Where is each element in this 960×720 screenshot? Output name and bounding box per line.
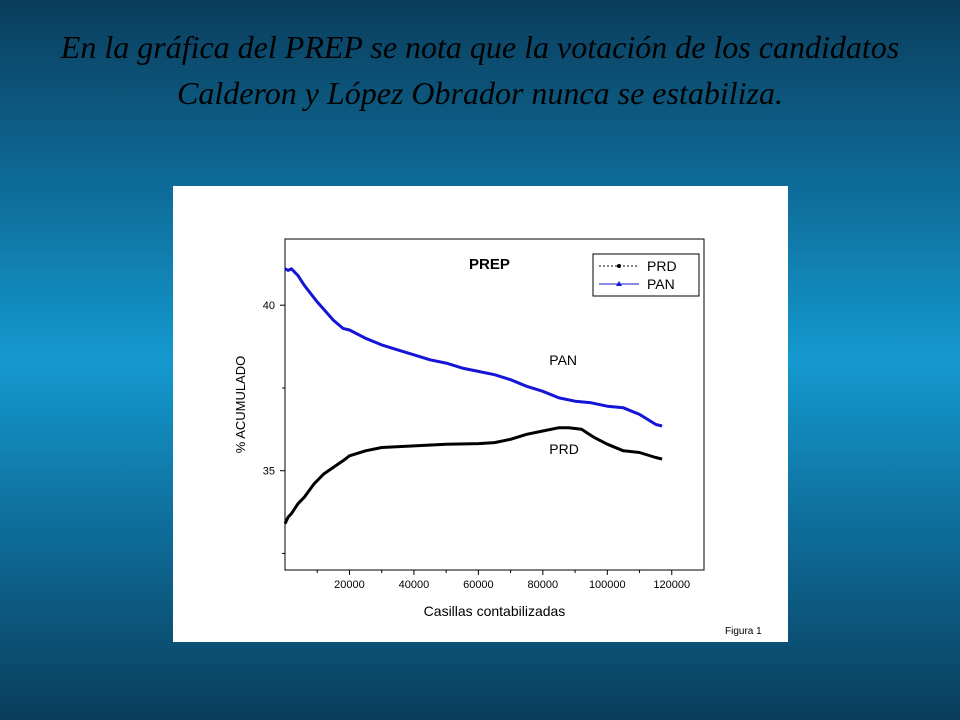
figure-caption: Figura 1 bbox=[725, 626, 762, 637]
x-tick-label: 20000 bbox=[334, 579, 365, 591]
prep-chart: 20000 40000 60000 80000 100000 120000 35 40 Casi… bbox=[233, 238, 762, 637]
x-tick-label: 40000 bbox=[399, 579, 430, 591]
annotation-prd: PRD bbox=[549, 441, 579, 457]
chart-title: PREP bbox=[469, 256, 510, 273]
prd-series-line bbox=[283, 426, 663, 525]
slide-title: En la gráfica del PREP se nota que la vo… bbox=[60, 29, 900, 111]
y-tick-label: 35 bbox=[263, 466, 275, 478]
legend-label-prd: PRD bbox=[647, 258, 677, 274]
y-axis-label: % ACUMULADO bbox=[233, 356, 248, 454]
legend-marker-pan bbox=[616, 281, 622, 286]
annotation-pan: PAN bbox=[549, 352, 577, 368]
x-tick-label: 120000 bbox=[653, 579, 690, 591]
x-axis-label: Casillas contabilizadas bbox=[424, 603, 566, 619]
legend-label-pan: PAN bbox=[647, 276, 675, 292]
x-tick-label: 60000 bbox=[463, 579, 494, 591]
x-tick-label: 80000 bbox=[528, 579, 559, 591]
x-tick-label: 100000 bbox=[589, 579, 626, 591]
plot-frame bbox=[284, 238, 705, 571]
legend-marker-prd bbox=[617, 264, 621, 268]
figure-panel: 20000 40000 60000 80000 100000 120000 35 40 Casi… bbox=[173, 186, 788, 642]
legend-box bbox=[592, 253, 700, 297]
pan-series-line bbox=[284, 267, 663, 428]
y-tick-label: 40 bbox=[263, 300, 275, 312]
